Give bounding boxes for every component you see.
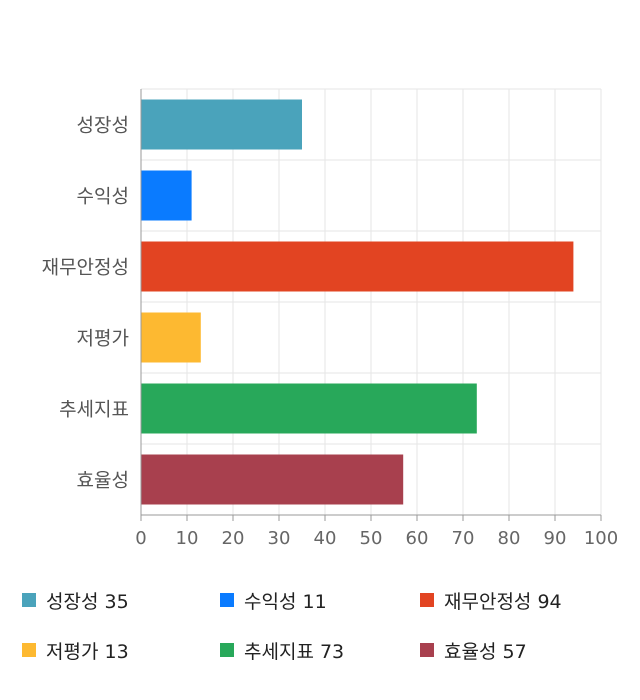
legend-label: 재무안정성 94: [444, 590, 562, 613]
bar: [141, 312, 201, 363]
legend-swatch: [22, 643, 36, 657]
bar: [141, 241, 574, 292]
bar: [141, 454, 404, 505]
category-label: 재무안정성: [42, 257, 129, 279]
legend-swatch: [420, 593, 434, 607]
bars: [141, 99, 574, 505]
legend-item-growth: 성장성 35: [22, 585, 129, 615]
legend-item-profitability: 수익성 11: [220, 585, 327, 615]
legend-item-efficiency: 효율성 57: [420, 635, 527, 665]
legend-item-undervalued: 저평가 13: [22, 635, 129, 665]
x-tick-label: 0: [135, 528, 146, 549]
legend-item-trend: 추세지표 73: [220, 635, 344, 665]
legend-swatch: [22, 593, 36, 607]
x-tick-label: 10: [176, 528, 199, 549]
legend-label: 추세지표 73: [244, 640, 345, 663]
legend-item-stability: 재무안정성 94: [420, 585, 562, 615]
legend-swatch: [220, 593, 234, 607]
x-tick-label: 60: [406, 528, 429, 549]
bar: [141, 99, 302, 150]
x-tick-labels: 0 10 20 30 40 50 60 70 80 90 100: [135, 528, 618, 549]
category-label: 저평가: [77, 328, 129, 350]
legend-label: 효율성 57: [444, 640, 527, 663]
bar: [141, 383, 477, 434]
category-label: 효율성: [77, 470, 129, 492]
category-label: 추세지표: [59, 399, 129, 421]
x-tick-label: 20: [222, 528, 245, 549]
legend-label: 성장성 35: [46, 590, 129, 613]
grid-lines: [140, 88, 602, 516]
x-tick-label: 80: [498, 528, 521, 549]
x-tick-label: 50: [360, 528, 383, 549]
bar: [141, 170, 192, 221]
x-tick-label: 30: [268, 528, 291, 549]
x-tick-label: 70: [452, 528, 475, 549]
legend: 성장성 35 수익성 11 재무안정성 94 저평가 13 추세지표 73 효율…: [0, 580, 640, 690]
legend-label: 저평가 13: [46, 640, 129, 663]
x-tick-label: 100: [584, 528, 618, 549]
legend-label: 수익성 11: [244, 590, 327, 613]
x-tick-label: 90: [544, 528, 567, 549]
category-label: 성장성: [77, 115, 129, 137]
legend-swatch: [420, 643, 434, 657]
legend-swatch: [220, 643, 234, 657]
category-label: 수익성: [77, 186, 129, 208]
axes: [140, 89, 602, 521]
x-tick-label: 40: [314, 528, 337, 549]
